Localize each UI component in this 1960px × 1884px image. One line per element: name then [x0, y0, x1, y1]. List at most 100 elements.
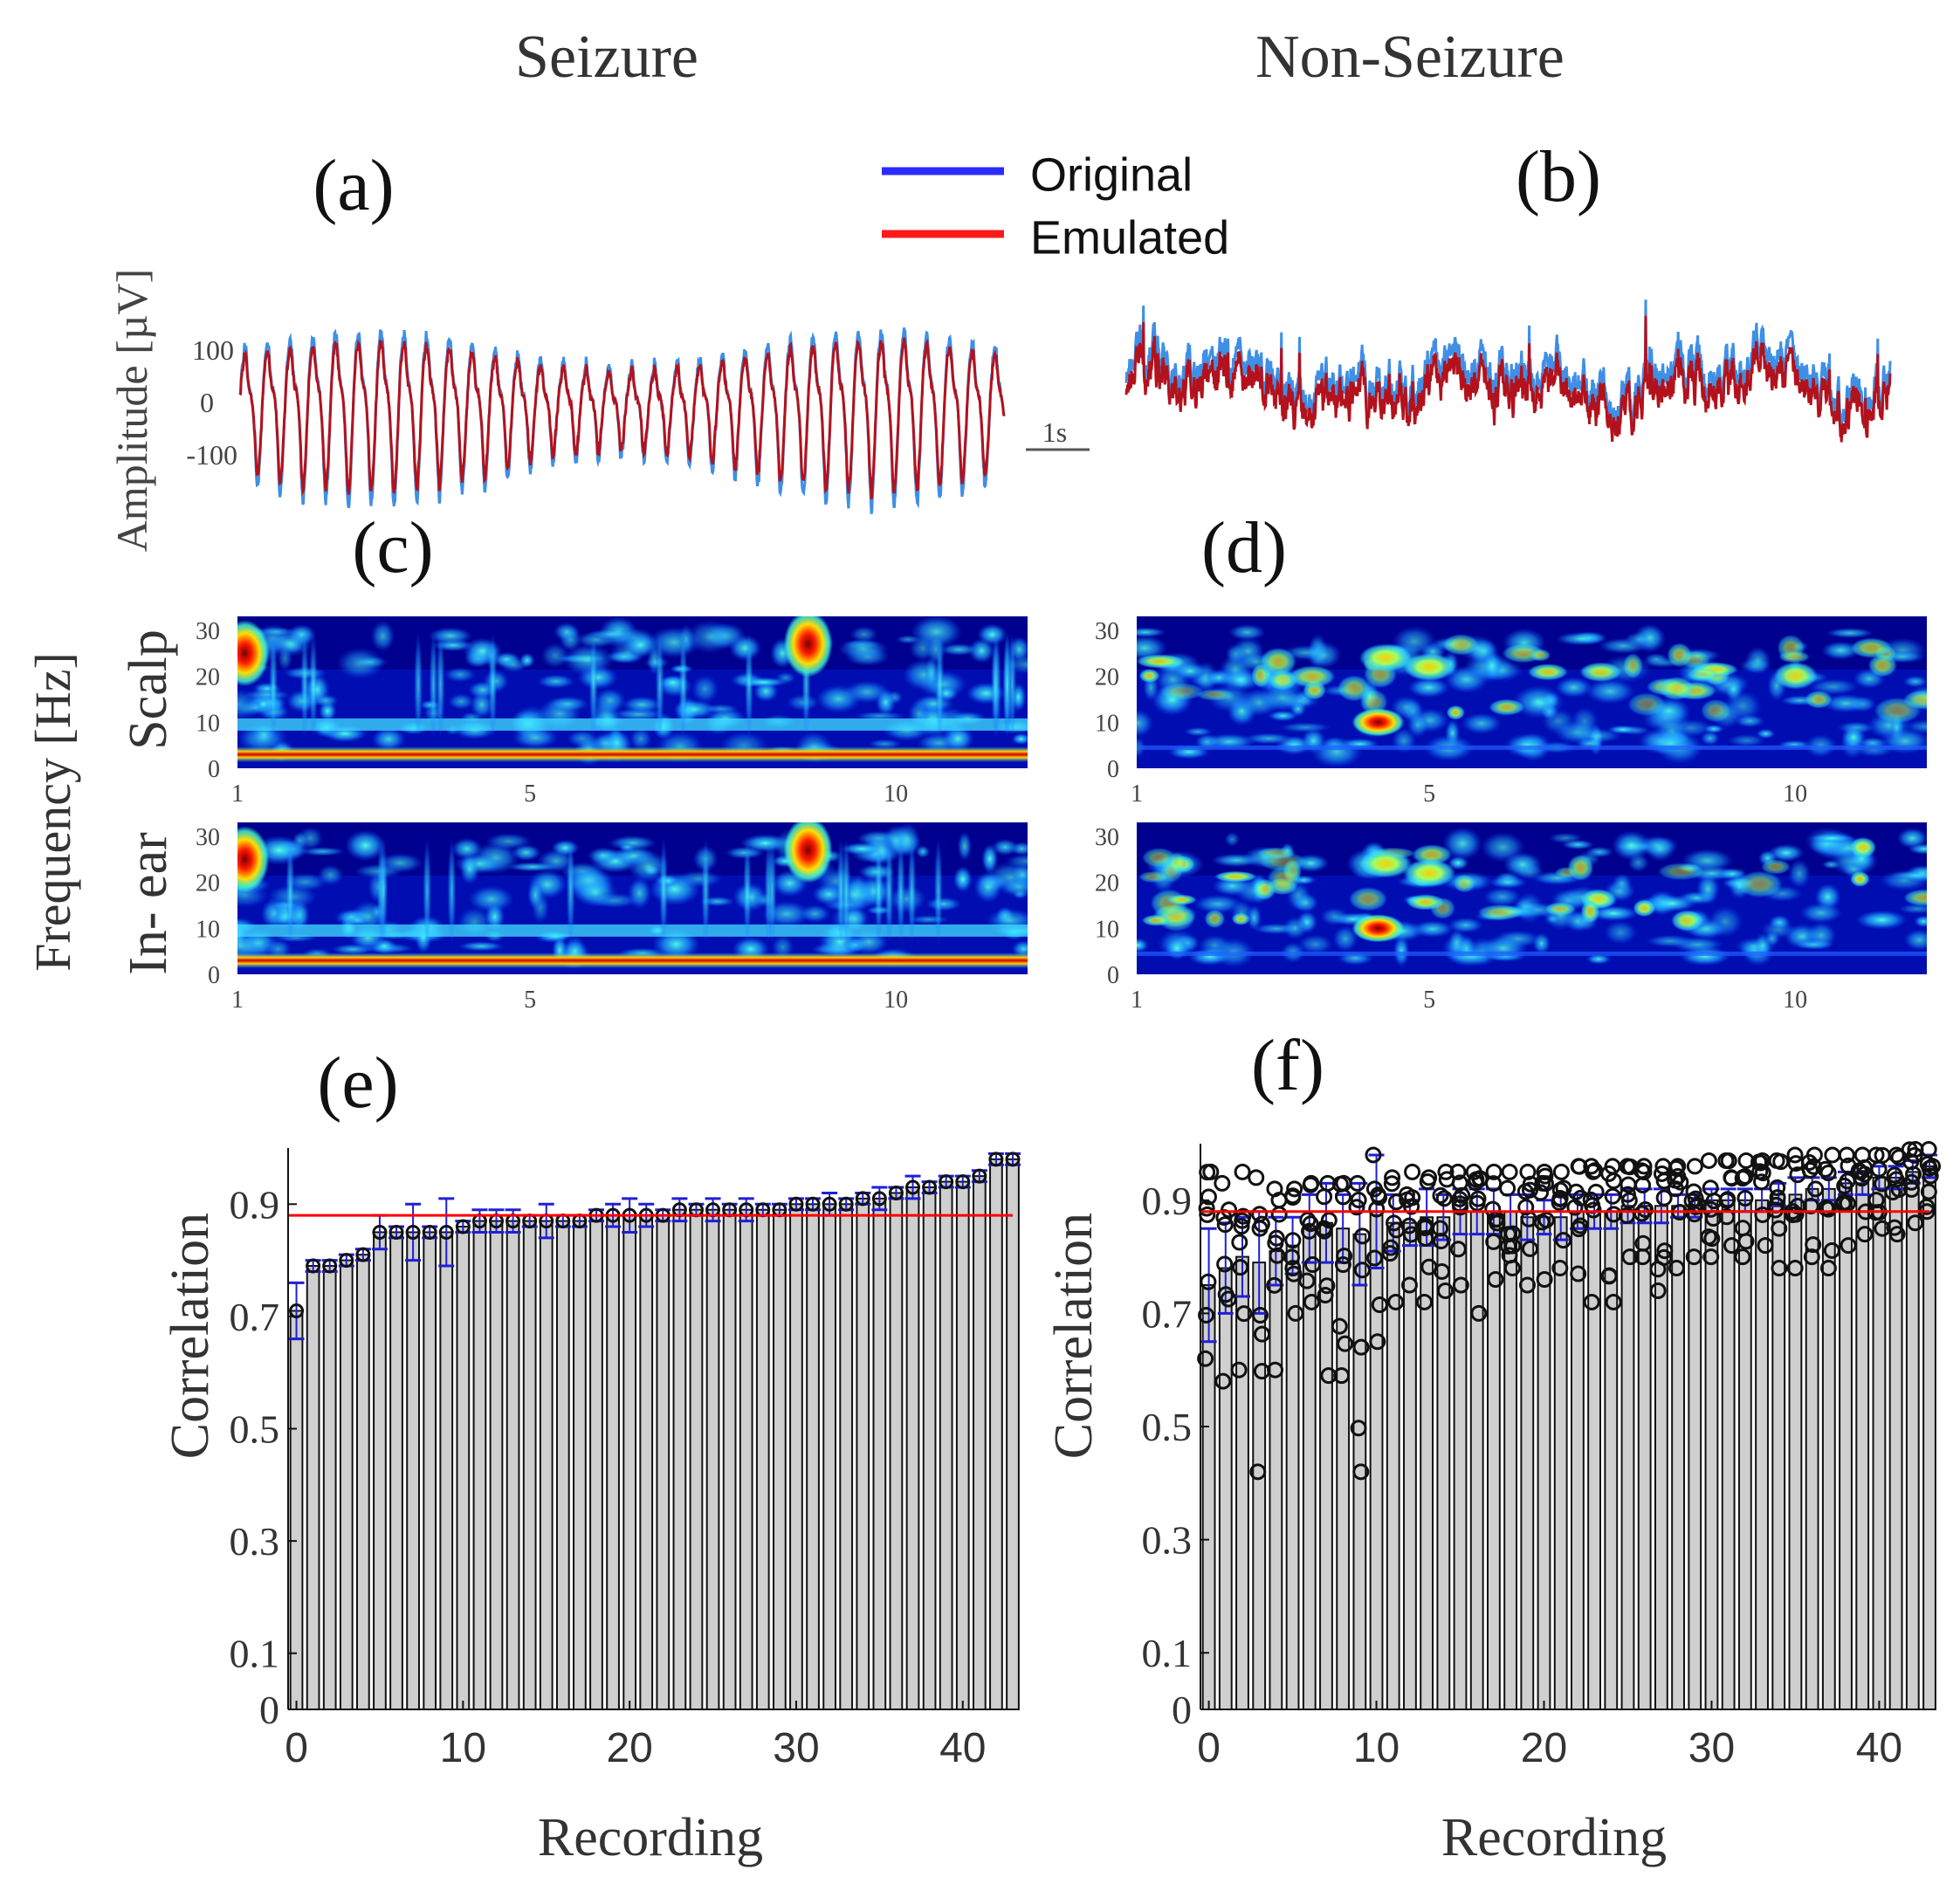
- ytick-label: 0: [1172, 1688, 1192, 1732]
- data-point: [1805, 1236, 1822, 1254]
- data-point: [822, 1196, 837, 1212]
- data-point: [1452, 1276, 1469, 1294]
- data-point: [1702, 1248, 1720, 1266]
- spectrogram-hotspot: [237, 620, 270, 687]
- scale-bar-label: 1s: [1042, 416, 1067, 448]
- data-point: [1435, 1190, 1453, 1207]
- bar: [1637, 1205, 1652, 1710]
- data-point: [1217, 1286, 1234, 1303]
- bar-chart-seizure: 0 0.1 0.3 0.5 0.7 0.9 0 10 20 30 40: [230, 1148, 1021, 1771]
- data-point: [339, 1253, 354, 1269]
- data-point: [1348, 1199, 1365, 1216]
- spectrogram-hotspot: [1351, 708, 1405, 737]
- data-point: [1266, 1180, 1283, 1198]
- spectrogram-xtick: 10: [884, 780, 908, 808]
- data-point: [1235, 1305, 1253, 1323]
- spectrogram-ytick: 0: [208, 756, 220, 783]
- data-point: [1214, 1372, 1232, 1390]
- spectrogram-ytick: 20: [196, 870, 220, 897]
- data-point: [455, 1219, 471, 1234]
- spectrogram-non-seizure-in-ear: 30 20 10 01 5 10: [1095, 822, 1927, 1014]
- row-label-scalp: Scalp: [119, 629, 178, 750]
- data-point: [1536, 1163, 1553, 1180]
- data-point: [1786, 1260, 1804, 1277]
- data-point: [1572, 1189, 1590, 1207]
- data-point: [1333, 1367, 1351, 1385]
- data-point: [1350, 1420, 1367, 1437]
- bar: [606, 1214, 620, 1711]
- bar: [1821, 1187, 1836, 1710]
- spectrogram-xtick: 5: [1423, 987, 1435, 1014]
- bar: [773, 1208, 787, 1710]
- data-point: [1251, 1307, 1269, 1324]
- data-point: [422, 1224, 437, 1240]
- spectrogram-hotspot: [1403, 859, 1456, 887]
- data-point: [1840, 1237, 1857, 1255]
- data-point: [1317, 1287, 1334, 1304]
- spectrogram-xtick: 1: [1131, 780, 1143, 808]
- data-point: [1633, 1205, 1651, 1222]
- data-point: [1635, 1158, 1653, 1175]
- data-point: [1253, 1215, 1270, 1233]
- bar: [1888, 1176, 1903, 1710]
- bar: [1604, 1210, 1619, 1710]
- data-point: [1284, 1187, 1302, 1205]
- data-point: [1284, 1260, 1302, 1277]
- bar: [1352, 1233, 1367, 1711]
- row-label-in-ear: In- ear: [119, 832, 178, 975]
- spectrogram-non-seizure-scalp: 30 20 10 01 5 10: [1095, 616, 1927, 808]
- bar: [856, 1197, 870, 1710]
- bar: [1252, 1262, 1267, 1710]
- bar: [1420, 1216, 1434, 1710]
- data-point: [1233, 1218, 1250, 1235]
- data-point: [1718, 1208, 1736, 1226]
- bar: [373, 1231, 387, 1710]
- bar: [1654, 1205, 1668, 1710]
- data-point: [1771, 1220, 1788, 1237]
- data-point: [1737, 1233, 1755, 1250]
- data-point: [1318, 1277, 1336, 1295]
- spectrogram-hotspot: [1358, 849, 1412, 878]
- spectrogram-xtick: 10: [1783, 987, 1807, 1014]
- data-point: [1753, 1173, 1771, 1191]
- data-point: [1867, 1146, 1885, 1164]
- data-point: [1315, 1220, 1332, 1237]
- data-point: [1349, 1174, 1366, 1192]
- bar: [439, 1231, 454, 1710]
- data-point: [1555, 1232, 1572, 1249]
- data-point: [438, 1224, 454, 1240]
- spectrogram-ytick: 30: [196, 618, 220, 645]
- data-point: [322, 1258, 338, 1274]
- spectrogram-xtick: 5: [524, 987, 536, 1014]
- data-point: [838, 1196, 854, 1212]
- data-point: [1454, 1186, 1471, 1204]
- data-point: [1521, 1181, 1538, 1199]
- spectrogram-xtick: 5: [1423, 780, 1435, 808]
- data-point: [1874, 1220, 1891, 1237]
- bar: [1336, 1227, 1351, 1710]
- trace-emulated-non-seizure: [1124, 315, 1892, 443]
- data-point: [1818, 1199, 1835, 1216]
- data-point: [1907, 1214, 1924, 1232]
- bar: [406, 1231, 420, 1710]
- data-point: [1838, 1146, 1855, 1164]
- xtick-label: 20: [606, 1725, 652, 1771]
- data-point: [1216, 1255, 1234, 1273]
- data-point: [306, 1258, 321, 1274]
- bar: [1403, 1221, 1417, 1710]
- data-point: [1248, 1169, 1265, 1186]
- data-point: [1532, 1184, 1550, 1201]
- ytick-label: 0.7: [230, 1295, 280, 1339]
- data-point: [1449, 1163, 1467, 1180]
- bar: [289, 1310, 304, 1710]
- data-point: [1398, 1186, 1415, 1203]
- data-point: [1232, 1259, 1249, 1276]
- data-point: [1354, 1227, 1372, 1245]
- data-point: [922, 1179, 938, 1195]
- bar: [639, 1214, 654, 1711]
- data-point: [1005, 1152, 1021, 1167]
- legend-label-emulated: Emulated: [1030, 211, 1229, 264]
- trace-emulated-seizure: [238, 337, 1006, 499]
- spectrogram-band: [237, 746, 1028, 763]
- spectrogram-ytick: 20: [1095, 664, 1119, 691]
